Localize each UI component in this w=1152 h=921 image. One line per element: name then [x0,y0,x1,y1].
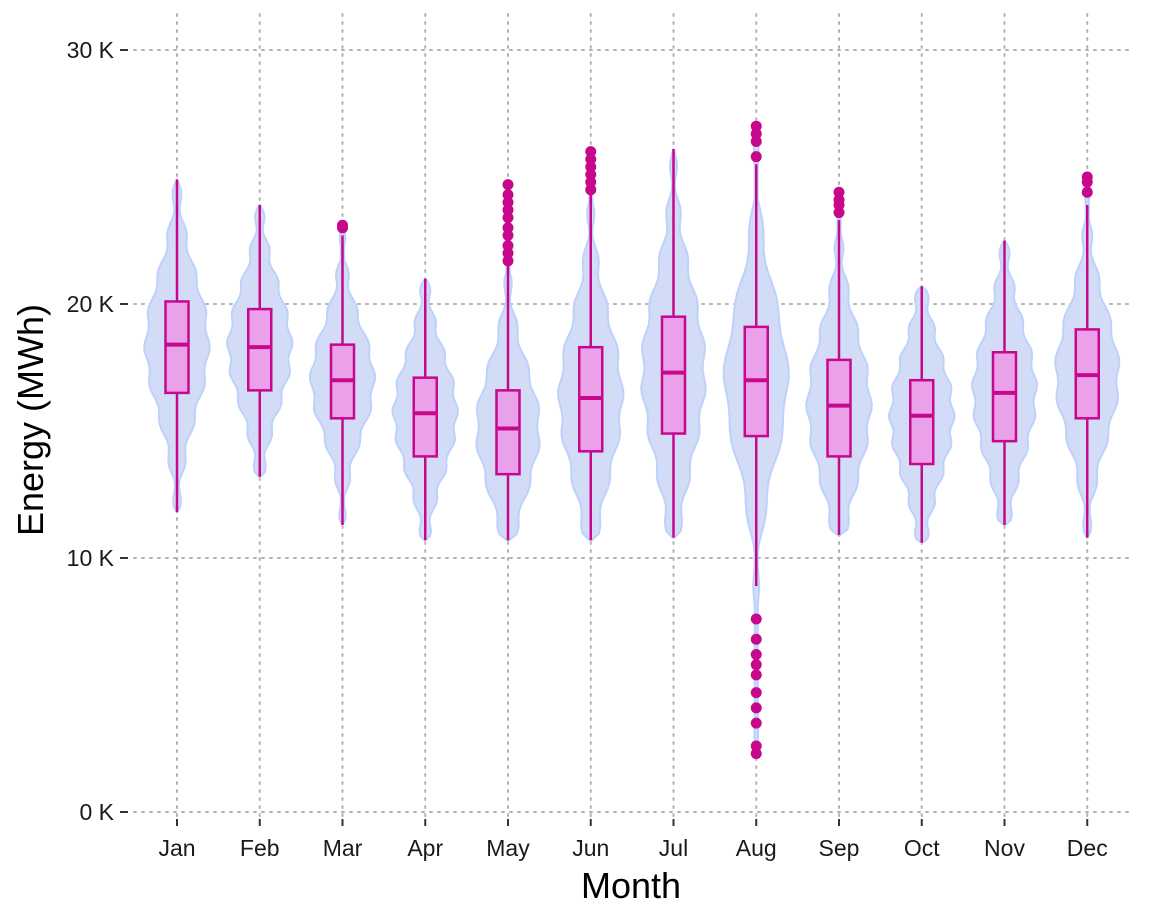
box-layer [164,120,1100,760]
outlier-point [502,229,514,241]
outlier-point [750,740,762,752]
box-group-jun [578,146,604,541]
box-iqr [495,389,521,476]
outlier-point [750,687,762,699]
outlier-point [502,204,514,216]
y-tick-label: 10 K [67,545,115,571]
box-group-aug [743,120,769,760]
outlier-point [502,179,514,191]
outlier-point [1081,171,1093,183]
box-group-sep [826,186,852,536]
outlier-point [750,649,762,661]
box-group-feb [247,204,273,477]
box-group-apr [412,278,438,541]
outlier-point [502,189,514,201]
box-iqr [412,376,438,458]
box-group-mar [329,219,356,525]
outlier-point [833,186,845,198]
y-axis-title: Energy (MWh) [10,304,51,536]
x-tick-label: Feb [240,835,280,861]
outlier-point [585,176,597,188]
x-axis-title: Month [581,865,681,906]
box-group-jan [164,179,190,513]
outlier-point [337,219,348,231]
box-group-dec [1074,171,1100,538]
box-group-nov [991,240,1018,525]
box-group-may [495,179,521,541]
outlier-point [750,717,762,729]
outlier-point [502,222,514,234]
x-tick-label: Mar [323,835,363,861]
outlier-point [750,748,762,760]
y-tick-label: 0 K [79,799,114,825]
outlier-point [750,633,762,645]
outlier-point [750,151,762,163]
outlier-point [585,184,597,196]
x-tick-label: Oct [904,835,940,861]
outlier-point [502,196,514,208]
outlier-point [750,613,762,625]
outlier-point [833,207,845,219]
y-tick-label: 20 K [67,291,115,317]
outlier-point [750,702,762,714]
box-iqr [909,378,935,466]
outlier-point [1081,186,1093,198]
violin-layer [143,125,1121,755]
box-group-oct [909,286,935,543]
x-tick-label: Aug [736,835,777,861]
x-tick-label: Apr [407,835,443,861]
box-iqr [164,300,190,395]
outlier-point [502,247,514,259]
y-tick-label: 30 K [67,37,115,63]
x-tick-label: Nov [984,835,1025,861]
outlier-point [833,194,845,206]
outlier-point [502,212,514,224]
box-iqr [991,351,1018,443]
x-tick-label: Jul [659,835,688,861]
outlier-point [502,255,514,267]
outlier-point [750,120,762,132]
box-iqr [247,307,273,392]
outlier-point [750,135,762,147]
outlier-point [585,146,597,158]
outlier-point [502,240,514,252]
x-tick-label: Sep [819,835,860,861]
x-tick-label: Jan [158,835,195,861]
x-tick-label: Dec [1067,835,1108,861]
axis-layer: 0 K 10 K 20 K 30 K Jan Feb Mar Apr May Jun Jul Aug S… [67,37,1108,861]
box-group-jul [660,149,687,538]
x-tick-label: May [486,835,530,861]
outlier-point [585,168,597,180]
box-iqr [660,315,687,435]
outlier-point [585,161,597,173]
outlier-point [585,153,597,165]
outlier-point [750,659,762,671]
outlier-point [750,128,762,140]
box-iqr [826,358,852,458]
outlier-point [750,669,762,681]
x-tick-label: Jun [572,835,609,861]
